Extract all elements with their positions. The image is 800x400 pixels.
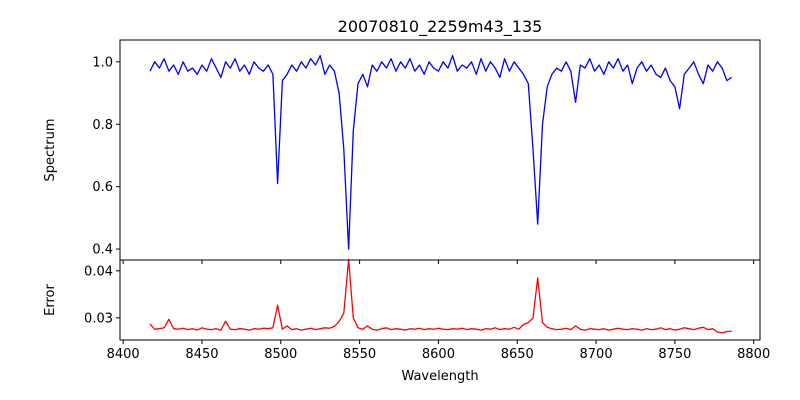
ytick-label: 0.6 [92, 180, 113, 195]
xtick-label: 8550 [343, 347, 376, 362]
xtick-label: 8650 [501, 347, 534, 362]
ytick-label: 1.0 [92, 55, 113, 70]
spectrum-line [149, 54, 732, 250]
error-ylabel: Error [43, 284, 58, 316]
ytick-label: 0.03 [84, 311, 113, 326]
ytick-label: 0.4 [92, 243, 113, 258]
ytick-label: 0.8 [92, 118, 113, 133]
spectrum-ylabel: Spectrum [43, 119, 58, 182]
chart-title: 20070810_2259m43_135 [338, 17, 543, 37]
xtick-label: 8600 [422, 347, 455, 362]
axes-frame [119, 259, 761, 341]
error-axes: 0.03 0.04 8400 8450 8500 8550 8600 8650 8700 8750… [84, 258, 770, 362]
xtick-label: 8500 [264, 347, 297, 362]
xtick-label: 8400 [107, 347, 140, 362]
xtick-label: 8700 [580, 347, 613, 362]
xtick-label: 8750 [658, 347, 691, 362]
xtick-label: 8450 [185, 347, 218, 362]
error-line [149, 258, 732, 334]
xtick-label: 8800 [737, 347, 770, 362]
xlabel: Wavelength [401, 369, 478, 384]
ytick-label: 0.04 [84, 264, 113, 279]
